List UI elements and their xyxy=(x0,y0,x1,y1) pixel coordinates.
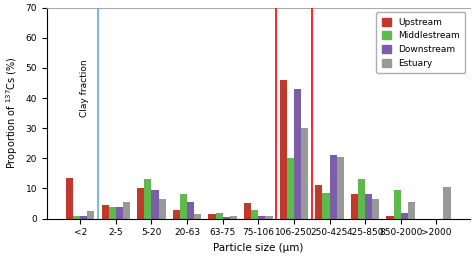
Bar xyxy=(372,199,379,218)
Bar xyxy=(351,195,358,218)
Legend: Upstream, Middlestream, Downstream, Estuary: Upstream, Middlestream, Downstream, Estu… xyxy=(376,12,465,73)
Bar xyxy=(337,157,344,218)
Bar xyxy=(408,202,415,218)
Bar xyxy=(101,205,109,218)
Bar xyxy=(322,193,329,218)
Bar xyxy=(301,128,308,218)
Bar xyxy=(144,179,152,218)
Bar xyxy=(315,185,322,218)
Bar xyxy=(393,190,401,218)
Bar xyxy=(223,217,230,218)
Bar xyxy=(216,213,223,218)
Bar xyxy=(73,216,80,218)
Bar xyxy=(287,158,294,218)
Bar xyxy=(280,80,287,218)
Bar xyxy=(386,216,393,218)
Bar xyxy=(66,178,73,218)
Bar xyxy=(294,89,301,218)
Bar xyxy=(159,199,166,218)
X-axis label: Particle size (μm): Particle size (μm) xyxy=(213,243,303,253)
Bar xyxy=(251,209,258,218)
Bar xyxy=(401,213,408,218)
Bar xyxy=(187,202,194,218)
Bar xyxy=(365,195,372,218)
Bar xyxy=(87,211,94,218)
Text: Clay fraction: Clay fraction xyxy=(80,59,89,117)
Bar xyxy=(109,207,116,218)
Bar xyxy=(230,216,237,218)
Bar xyxy=(152,190,159,218)
Bar xyxy=(258,216,265,218)
Bar xyxy=(123,202,130,218)
Bar xyxy=(444,187,451,218)
Bar xyxy=(80,216,87,218)
Bar xyxy=(265,216,273,218)
Y-axis label: Proportion of $^{137}$Cs (%): Proportion of $^{137}$Cs (%) xyxy=(4,57,20,169)
Bar xyxy=(358,179,365,218)
Bar xyxy=(180,195,187,218)
Bar xyxy=(329,155,337,218)
Bar xyxy=(194,214,201,218)
Bar xyxy=(244,204,251,218)
Bar xyxy=(173,209,180,218)
Bar xyxy=(137,188,144,218)
Bar xyxy=(116,207,123,218)
Bar xyxy=(209,214,216,218)
